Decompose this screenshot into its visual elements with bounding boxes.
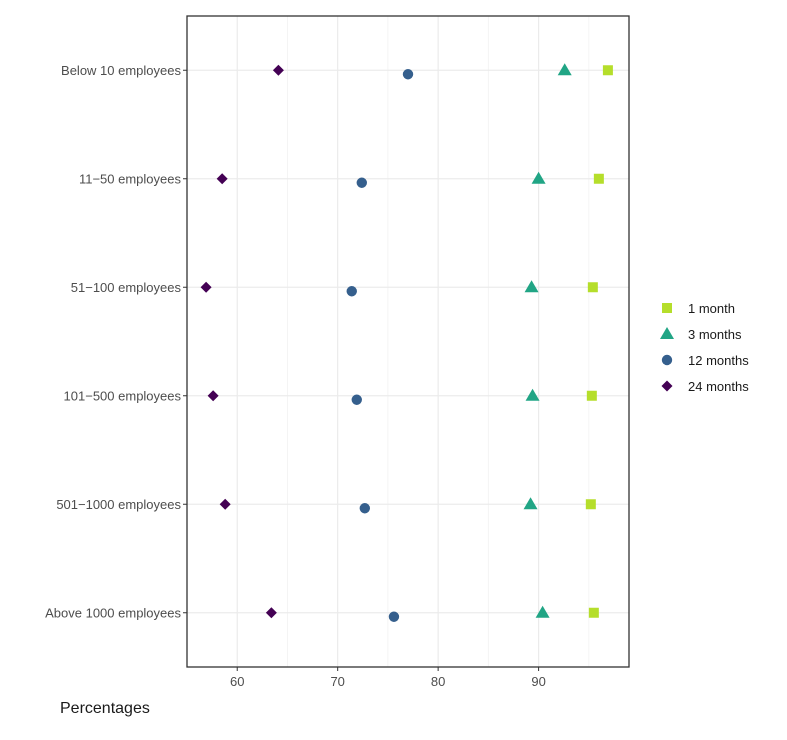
legend-key-circle: [661, 354, 673, 366]
x-axis-label: Percentages: [60, 700, 150, 717]
data-point-circle: [359, 503, 371, 514]
data-points: [200, 63, 613, 622]
y-category-label: Above 1000 employees: [45, 605, 181, 620]
data-point-triangle: [535, 605, 550, 618]
data-point-circle: [356, 177, 367, 188]
data-point-circle: [346, 286, 357, 297]
data-point-diamond: [200, 281, 212, 293]
y-category-label: Below 10 employees: [61, 63, 181, 78]
legend-label: 12 months: [688, 353, 749, 368]
x-tick-label: 90: [531, 674, 545, 689]
x-tick-label: 80: [431, 674, 445, 689]
y-category-label: 11−50 employees: [79, 171, 182, 186]
x-tick-label: 70: [330, 674, 344, 689]
data-point-triangle: [525, 388, 540, 401]
legend-label: 24 months: [688, 379, 749, 394]
data-point-square: [587, 282, 598, 293]
data-point-square: [588, 607, 599, 618]
x-tick-label: 60: [230, 674, 244, 689]
y-category-label: 101−500 employees: [64, 388, 182, 403]
data-point-square: [602, 65, 613, 76]
data-point-circle: [388, 611, 400, 622]
data-point-circle: [402, 69, 414, 80]
plot-panel-border: [186, 15, 630, 668]
data-point-circle: [351, 394, 362, 405]
legend-label: 1 month: [688, 301, 735, 316]
data-point-square: [593, 173, 604, 184]
data-point-triangle: [524, 280, 539, 293]
data-point-square: [586, 390, 597, 401]
axes: 60 70 80 90 Below 10 employees 11−50 employee…: [45, 63, 546, 689]
data-point-triangle: [557, 63, 572, 76]
data-point-diamond: [216, 173, 228, 185]
legend-key-triangle: [660, 327, 674, 339]
data-point-square: [585, 499, 596, 510]
data-point-diamond: [265, 607, 277, 619]
legend-key-square: [662, 303, 672, 313]
data-point-diamond: [272, 64, 284, 76]
data-point-triangle: [523, 497, 538, 510]
legend: 1 month 3 months 12 months 24 months: [660, 301, 749, 394]
grid-lines: [187, 16, 629, 667]
y-category-label: 501−1000 employees: [56, 497, 181, 512]
data-point-triangle: [531, 171, 546, 184]
data-point-diamond: [219, 498, 231, 510]
legend-key-diamond: [661, 380, 673, 392]
data-point-diamond: [207, 390, 219, 402]
y-category-label: 51−100 employees: [71, 280, 182, 295]
legend-label: 3 months: [688, 327, 742, 342]
